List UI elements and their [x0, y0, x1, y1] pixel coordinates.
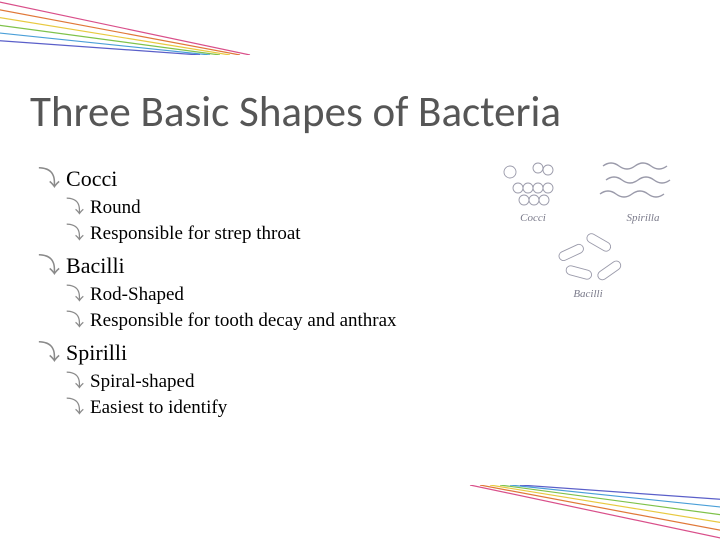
list-item: ⤵ Rod-Shaped [66, 282, 468, 308]
bullet-icon: ⤵ [38, 338, 60, 368]
list-item-text: Bacilli [66, 251, 125, 281]
bacteria-figure: Cocci Spirilla Bacilli [488, 158, 688, 313]
bullet-icon: ⤵ [66, 282, 84, 306]
list-item-text: Easiest to identify [90, 395, 227, 421]
list-item: ⤵ Bacilli [38, 251, 468, 281]
list-item: ⤵ Easiest to identify [66, 395, 468, 421]
list-item: ⤵ Spiral-shaped [66, 369, 468, 395]
list-item-text: Responsible for tooth decay and anthrax [90, 308, 397, 334]
figure-caption-cocci: Cocci [498, 212, 568, 224]
list-item-text: Spiral-shaped [90, 369, 194, 395]
list-item: ⤵ Spirilli [38, 338, 468, 368]
list-item-text: Round [90, 195, 141, 221]
list-item: ⤵ Responsible for tooth decay and anthra… [66, 308, 468, 334]
list-item: ⤵ Cocci [38, 164, 468, 194]
bullet-icon: ⤵ [38, 251, 60, 281]
rainbow-bottom-decoration [0, 485, 720, 540]
slide-title: Three Basic Shapes of Bacteria [30, 85, 561, 138]
bullet-icon: ⤵ [66, 369, 84, 393]
list-item: ⤵ Responsible for strep throat [66, 221, 468, 247]
rainbow-top-decoration [0, 0, 720, 55]
list-item: ⤵ Round [66, 195, 468, 221]
list-item-text: Spirilli [66, 338, 127, 368]
list-item-text: Responsible for strep throat [90, 221, 301, 247]
bullet-icon: ⤵ [66, 395, 84, 419]
figure-caption-spirilla: Spirilla [608, 212, 678, 224]
bullet-icon: ⤵ [66, 221, 84, 245]
bullet-icon: ⤵ [66, 195, 84, 219]
bullet-icon: ⤵ [38, 164, 60, 194]
list-item-text: Rod-Shaped [90, 282, 184, 308]
figure-caption-bacilli: Bacilli [553, 288, 623, 300]
bullet-list: ⤵ Cocci ⤵ Round ⤵ Responsible for strep … [38, 160, 468, 421]
list-item-text: Cocci [66, 164, 117, 194]
bullet-icon: ⤵ [66, 308, 84, 332]
